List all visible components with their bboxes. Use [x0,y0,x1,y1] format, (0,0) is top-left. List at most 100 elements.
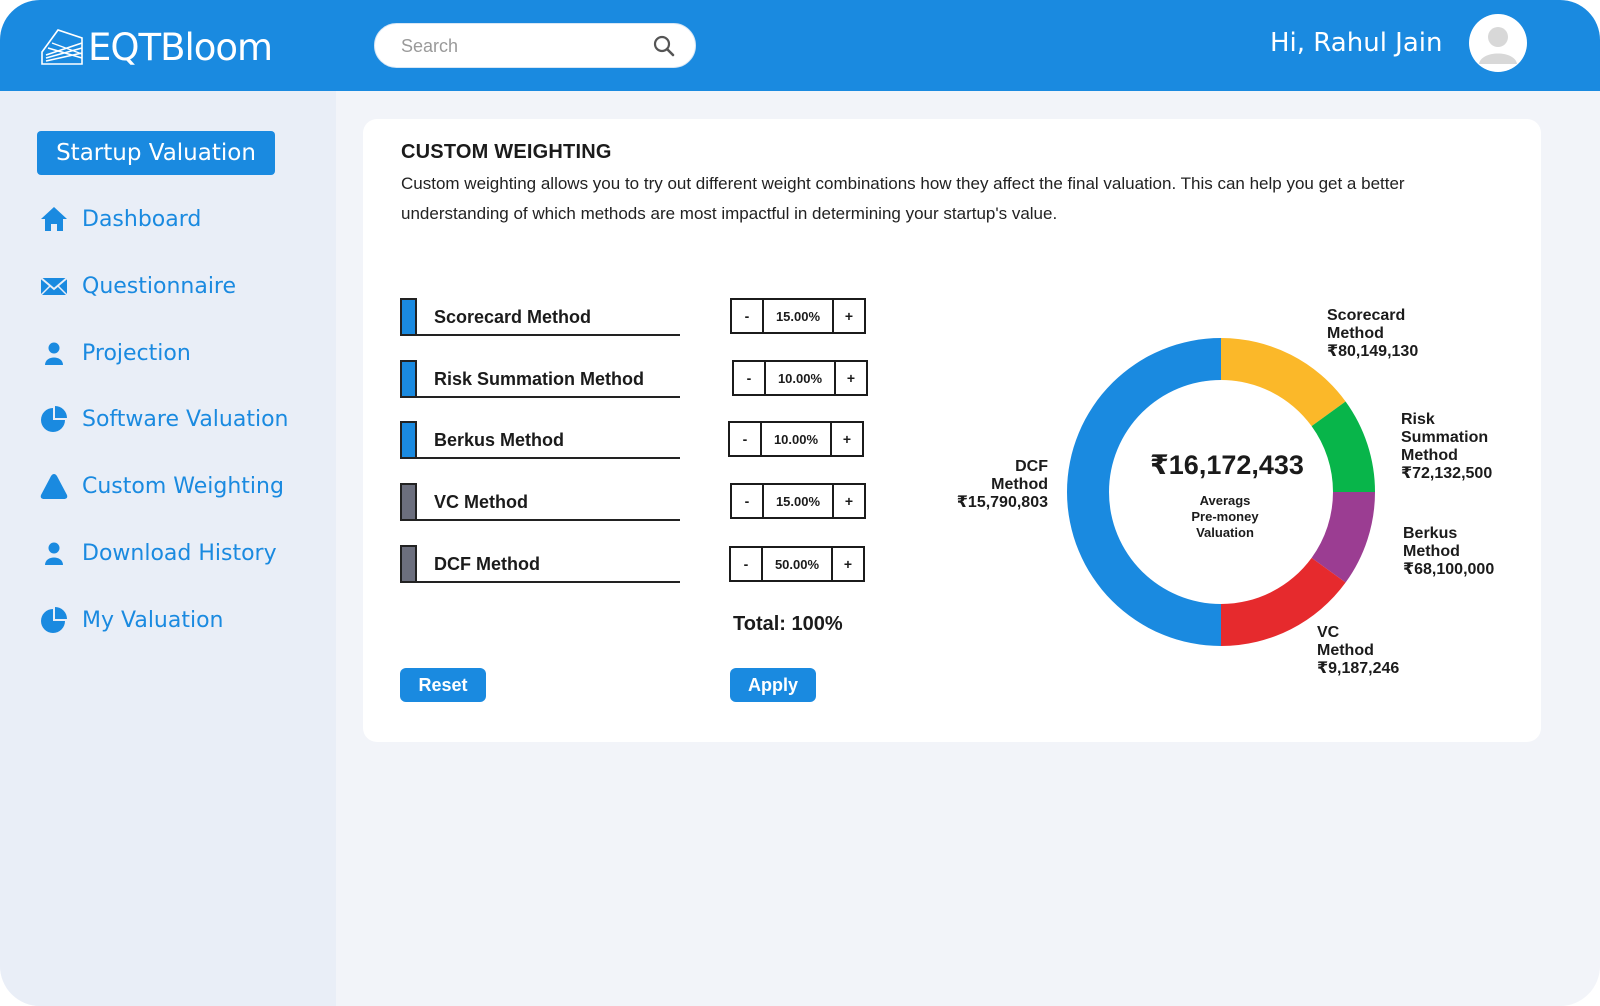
search-box [374,23,696,68]
weight-value[interactable]: 50.00% [774,556,820,572]
slice-label-risk-summation: Risk Summation Method ₹72,132,500 [1401,411,1492,483]
donut-slice-vc-method[interactable] [1221,557,1346,646]
average-valuation-value: ₹16,172,433 [1150,450,1304,480]
slice-label-scorecard: Scorecard Method ₹80,149,130 [1327,307,1418,361]
weight-value[interactable]: 10.00% [773,431,819,447]
sidebar-item-label: Download History [82,540,277,566]
method-color-swatch [400,360,417,398]
method-row-dcf: DCF Method [400,545,680,585]
slice-label-line: Method [1403,543,1460,560]
logo[interactable]: EQTBloom [38,22,273,72]
weight-value[interactable]: 10.00% [777,370,823,386]
slice-label-line: Method [1327,325,1384,342]
method-color-swatch [400,483,417,521]
user-greeting: Hi, Rahul Jain [1270,28,1443,58]
sidebar-item-dashboard[interactable]: Dashboard [38,199,201,239]
weight-value[interactable]: 15.00% [775,308,821,324]
slice-label-line: Scorecard [1327,307,1406,324]
method-color-swatch [400,298,417,336]
sidebar-item-label: Projection [82,340,191,366]
pie-icon [38,604,70,636]
pie-icon [38,403,70,435]
donut-slice-risk-summation-method[interactable] [1311,401,1375,492]
user-icon [38,537,70,569]
avatar[interactable] [1469,14,1527,72]
divider [417,334,680,336]
decrement-button[interactable]: - [732,485,764,517]
divider [417,457,680,459]
method-name: Berkus Method [434,430,565,450]
sidebar-item-questionnaire[interactable]: Questionnaire [38,266,236,306]
method-name: Scorecard Method [434,307,592,327]
method-row-risk-summation: Risk Summation Method [400,360,680,400]
apply-button[interactable]: Apply [730,668,816,702]
reset-button[interactable]: Reset [400,668,486,702]
home-icon [38,203,70,235]
sidebar-item-software-valuation[interactable]: Software Valuation [38,399,288,439]
weight-value[interactable]: 15.00% [775,493,821,509]
method-color-swatch [400,545,417,583]
increment-button[interactable]: + [831,548,863,580]
weight-stepper-scorecard: - 15.00% + [730,298,866,334]
weight-stepper-dcf: - 50.00% + [729,546,865,582]
search-input[interactable] [401,32,641,60]
envelope-icon [38,270,70,302]
weight-stepper-vc: - 15.00% + [730,483,866,519]
method-name: VC Method [434,492,528,512]
slice-label-line: Summation [1401,429,1489,446]
donut-slice-scorecard-method[interactable] [1221,338,1346,427]
slice-amount: ₹68,100,000 [1403,561,1495,578]
slice-amount: ₹72,132,500 [1401,465,1493,482]
decrement-button[interactable]: - [730,423,762,455]
decrement-button[interactable]: - [734,362,766,394]
sidebar-item-projection[interactable]: Projection [38,333,191,373]
valuation-donut-chart [1067,338,1375,646]
divider [417,396,680,398]
sidebar-startup-valuation-button[interactable]: Startup Valuation [37,131,275,175]
slice-label-line: Berkus [1403,525,1458,542]
slice-label-line: Risk [1401,411,1435,428]
center-label-line: Valuation [1196,525,1254,540]
slice-amount: ₹80,149,130 [1327,343,1419,360]
user-icon [38,337,70,369]
center-label-line: Pre-money [1191,509,1259,524]
sidebar-item-my-valuation[interactable]: My Valuation [38,600,224,640]
method-color-swatch [400,421,417,459]
sidebar-item-label: Software Valuation [82,406,289,432]
sidebar-item-label: Dashboard [82,206,202,232]
page-title: CUSTOM WEIGHTING [401,141,612,163]
triangle-icon [38,470,70,502]
decrement-button[interactable]: - [732,300,764,332]
method-row-vc: VC Method [400,483,680,523]
donut-slice-dcf-method[interactable] [1067,338,1221,646]
search-icon[interactable] [651,33,677,59]
increment-button[interactable]: + [834,362,866,394]
slice-label-dcf: DCF Method ₹15,790,803 [930,458,1048,512]
method-name: Risk Summation Method [434,369,645,389]
decrement-button[interactable]: - [731,548,763,580]
sidebar-item-custom-weighting[interactable]: Custom Weighting [38,466,284,506]
page-description: Custom weighting allows you to try out d… [401,174,1405,223]
increment-button[interactable]: + [830,423,862,455]
increment-button[interactable]: + [832,300,864,332]
increment-button[interactable]: + [832,485,864,517]
divider [417,581,680,583]
sidebar-item-label: My Valuation [82,607,224,633]
slice-label-berkus: Berkus Method ₹68,100,000 [1403,525,1494,579]
sidebar-item-download-history[interactable]: Download History [38,533,277,573]
slice-amount: ₹15,790,803 [956,494,1048,511]
average-valuation-label: Averags Pre-money Valuation [1165,493,1285,541]
weight-total: Total: 100% [733,613,843,635]
sidebar-item-label: Questionnaire [82,273,237,299]
slice-label-vc: VC Method ₹9,187,246 [1317,624,1399,678]
slice-amount: ₹9,187,246 [1317,660,1400,677]
slice-label-line: DCF [1015,458,1048,475]
center-label-line: Averags [1199,493,1251,508]
logo-building-icon [41,29,83,65]
method-row-scorecard: Scorecard Method [400,298,680,338]
top-header: EQTBloom Hi, Rahul Jain [0,0,1600,91]
donut-slice-berkus-method[interactable] [1311,492,1375,583]
method-name: DCF Method [434,554,540,574]
slice-label-line: Method [991,476,1048,493]
